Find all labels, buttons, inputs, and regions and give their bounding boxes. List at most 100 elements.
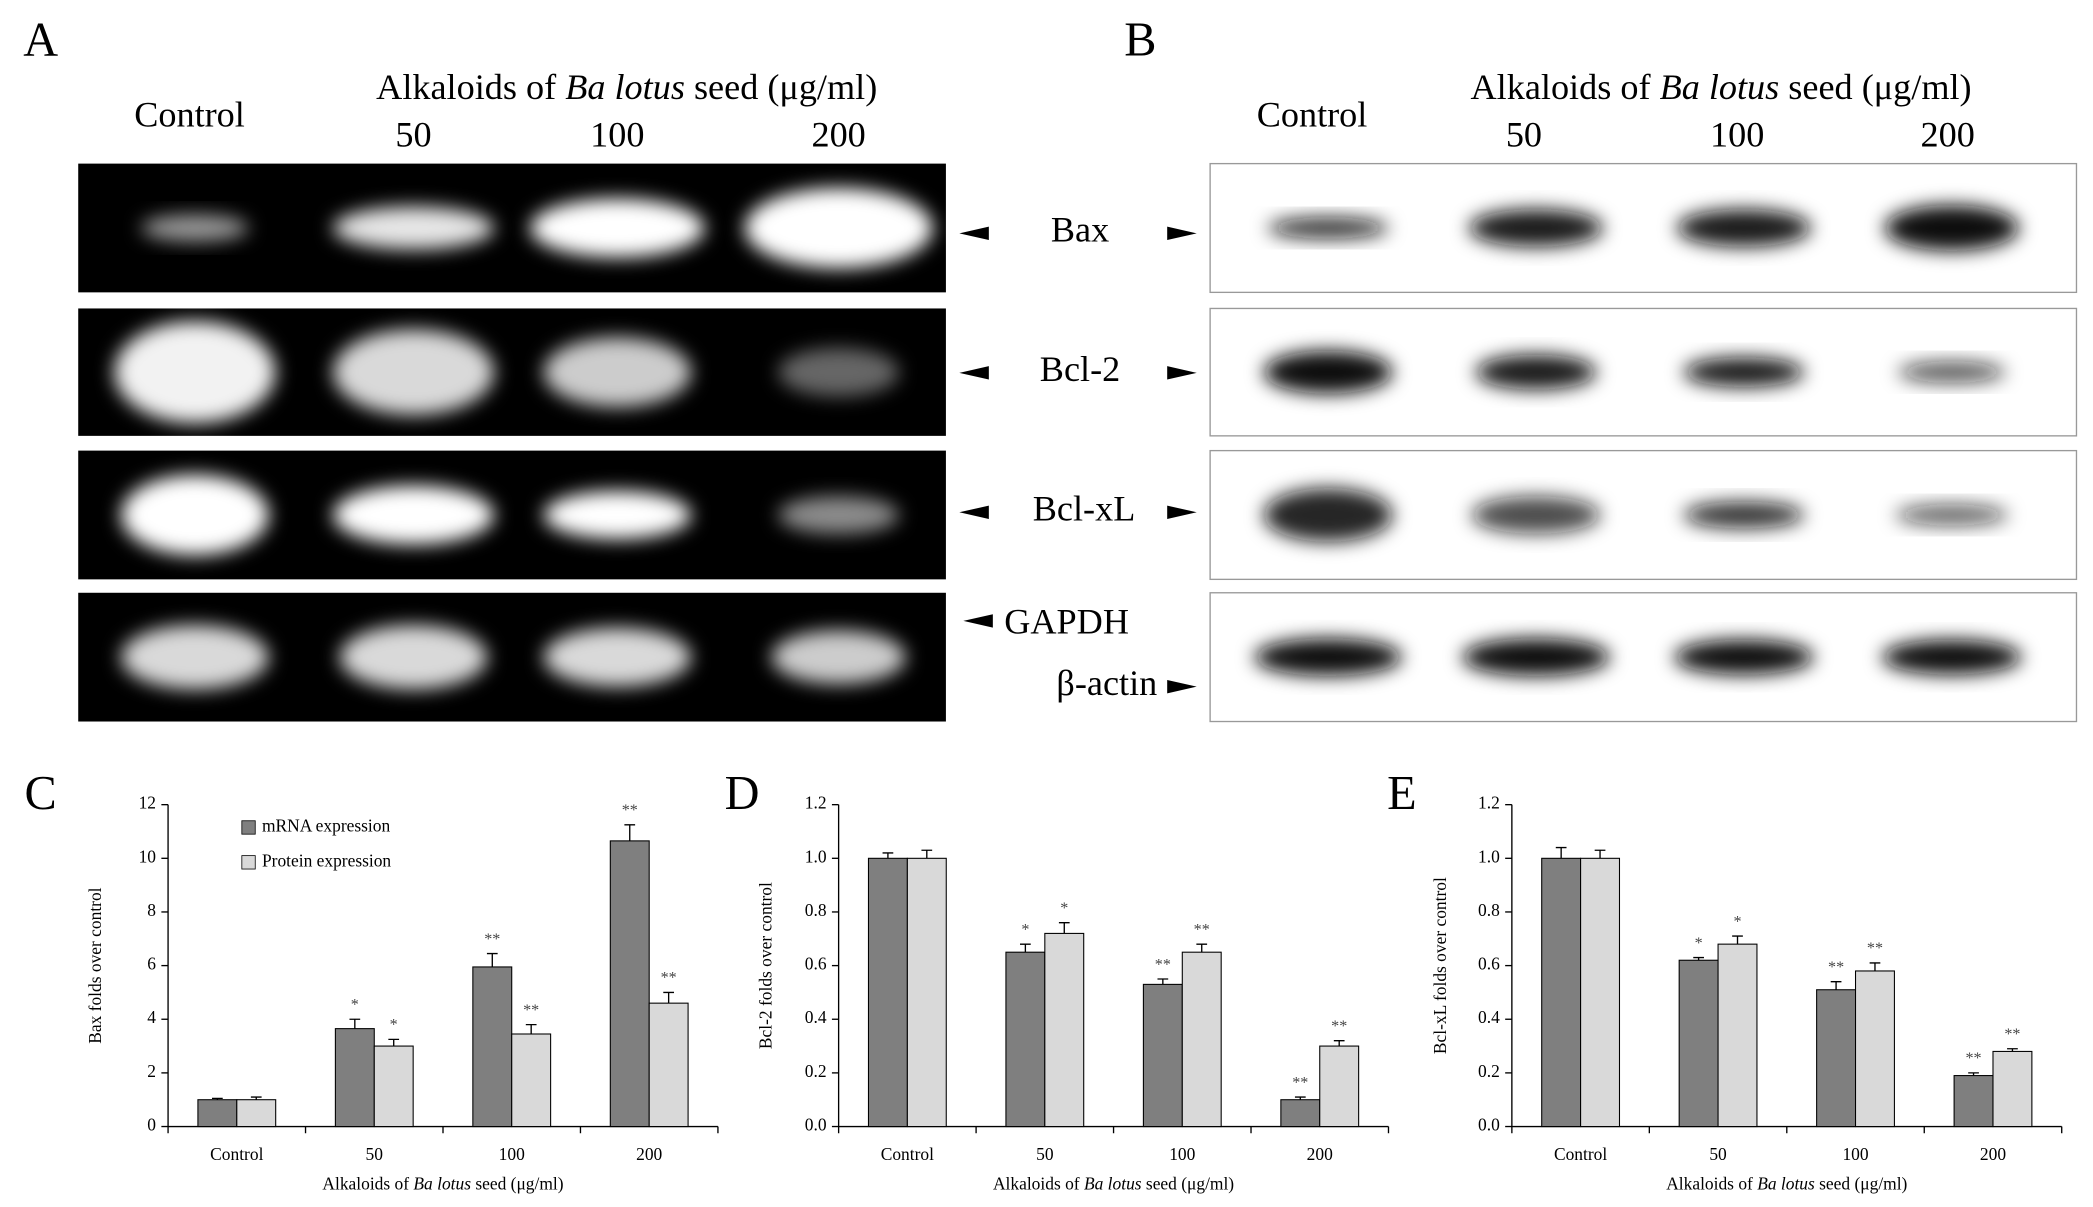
x-tick-label: 50 xyxy=(1709,1144,1727,1164)
band xyxy=(543,627,692,687)
label-part: Ba lotus xyxy=(1757,1174,1815,1194)
error-bar xyxy=(1020,943,1031,953)
error-bar xyxy=(1830,981,1842,990)
significance: ** xyxy=(2004,1026,2020,1043)
bar xyxy=(1953,1075,1994,1128)
x-tick-label: 50 xyxy=(1036,1144,1054,1164)
significance: ** xyxy=(661,970,677,987)
bar xyxy=(1044,932,1085,1128)
significance: ** xyxy=(1194,921,1210,938)
error-bar xyxy=(1294,1096,1306,1100)
label-part: Alkaloids of xyxy=(1666,1174,1757,1194)
arrow xyxy=(959,226,989,241)
significance: * xyxy=(1060,900,1068,917)
bar xyxy=(1854,970,1895,1128)
x-tick-label: 100 xyxy=(1169,1144,1195,1164)
error-bar xyxy=(486,952,498,967)
y-tick-label: 6 xyxy=(147,954,156,974)
blots xyxy=(78,162,2078,723)
band xyxy=(1462,638,1610,676)
bar xyxy=(906,857,947,1128)
error-bar xyxy=(1333,1040,1345,1047)
significance: ** xyxy=(1292,1074,1308,1091)
error-bar xyxy=(388,1038,400,1047)
error-bar xyxy=(1693,956,1704,961)
band xyxy=(1263,488,1393,542)
significance: ** xyxy=(1867,940,1883,957)
bar xyxy=(609,840,650,1128)
error-bar xyxy=(1968,1072,1979,1076)
lane-label: 200 xyxy=(811,114,865,154)
band-label: GAPDH xyxy=(1004,601,1129,641)
x-tick-label: 100 xyxy=(1842,1144,1868,1164)
band xyxy=(1676,209,1811,247)
error-bar xyxy=(1058,922,1070,934)
band-label: Bax xyxy=(1051,210,1109,250)
band xyxy=(1267,217,1389,239)
band xyxy=(333,206,494,250)
band xyxy=(333,485,494,545)
band xyxy=(1683,501,1805,529)
legend-label: mRNA expression xyxy=(262,815,391,835)
band xyxy=(1475,354,1597,390)
band xyxy=(141,214,249,242)
bar xyxy=(236,1099,277,1128)
significance: ** xyxy=(1155,956,1171,973)
band xyxy=(1674,639,1814,675)
y-tick-label: 1.0 xyxy=(805,846,827,866)
bar xyxy=(1816,989,1857,1128)
bar xyxy=(648,1002,689,1128)
bar xyxy=(1992,1050,2033,1128)
bar xyxy=(373,1045,414,1128)
bar xyxy=(1142,983,1183,1128)
bar xyxy=(1319,1045,1360,1128)
y-tick-label: 0.4 xyxy=(1478,1007,1500,1027)
label-part: seed (μg/ml) xyxy=(471,1174,564,1194)
lane-label: 100 xyxy=(590,114,644,154)
error-bar xyxy=(624,824,636,841)
error-bar xyxy=(349,1018,361,1029)
band xyxy=(114,321,276,424)
panel-letter: E xyxy=(1387,767,1416,820)
significance: ** xyxy=(622,802,638,819)
band xyxy=(778,496,899,534)
arrow xyxy=(1167,226,1197,241)
error-bar xyxy=(250,1096,262,1100)
band xyxy=(1471,496,1601,534)
significance: ** xyxy=(1331,1018,1347,1035)
error-bar xyxy=(663,991,675,1004)
y-tick-label: 0.2 xyxy=(1478,1061,1500,1081)
panel-letter: A xyxy=(23,13,58,66)
band xyxy=(1884,205,2019,251)
label-part: Ba lotus xyxy=(413,1174,471,1194)
y-tick-label: 1.2 xyxy=(805,793,827,813)
bar xyxy=(1181,951,1222,1128)
bar xyxy=(1580,857,1621,1128)
band xyxy=(1683,357,1805,387)
error-bar xyxy=(525,1023,537,1034)
bar xyxy=(197,1099,238,1128)
error-bar xyxy=(921,849,933,859)
y-axis-label: Bcl-2 folds over control xyxy=(756,882,776,1049)
label-part: seed (μg/ml) xyxy=(685,68,877,108)
lane-label: Control xyxy=(1257,94,1368,134)
band xyxy=(333,329,494,416)
bar xyxy=(867,857,908,1128)
arrow xyxy=(963,614,993,628)
y-tick-label: 0 xyxy=(147,1115,156,1135)
label-part: Alkaloids of xyxy=(1471,68,1660,108)
band xyxy=(339,624,488,690)
error-bar xyxy=(1196,943,1208,953)
bar xyxy=(1280,1099,1321,1128)
y-tick-label: 0.4 xyxy=(805,1007,827,1027)
significance: * xyxy=(351,997,359,1014)
y-tick-label: 0.0 xyxy=(805,1115,827,1135)
lane-label: 100 xyxy=(1710,114,1764,154)
band xyxy=(771,630,906,684)
x-tick-label: 100 xyxy=(499,1144,525,1164)
significance: * xyxy=(390,1017,398,1034)
band xyxy=(543,490,692,540)
x-tick-label: 50 xyxy=(366,1144,384,1164)
